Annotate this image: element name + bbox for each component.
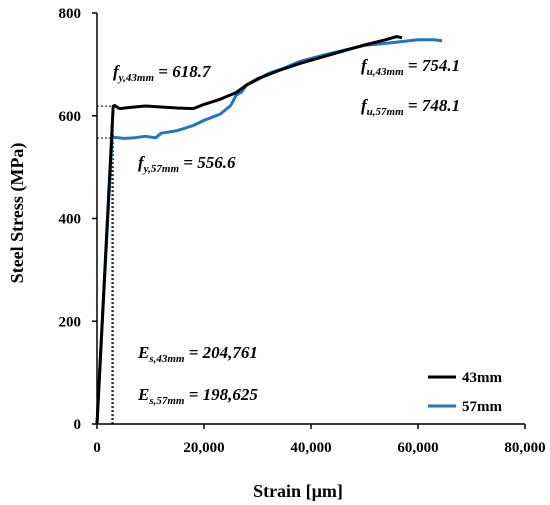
legend: 43mm 57mm	[428, 370, 502, 415]
x-tick-label: 0	[93, 440, 101, 456]
y-tick-label: 400	[59, 212, 82, 228]
series-layer	[95, 35, 443, 425]
legend-label-43mm: 43mm	[462, 370, 502, 386]
y-tick-label: 0	[74, 417, 82, 433]
x-axis-title: Strain [µm]	[253, 481, 343, 501]
x-tick-label: 60,000	[397, 440, 438, 456]
y-tick-label: 600	[59, 109, 82, 125]
annotation-fu-43mm: fu,43mm = 754.1	[361, 56, 460, 78]
annotation-fy-57mm: fy,57mm = 556.6	[138, 153, 236, 175]
ticks: 0 20,000 40,000 60,000 80,000 0 200 400 600 800	[59, 6, 546, 456]
y-tick-label: 800	[59, 6, 82, 22]
annotation-fy-43mm: fy,43mm = 618.7	[113, 62, 212, 84]
legend-label-57mm: 57mm	[462, 399, 502, 415]
y-tick-label: 200	[59, 314, 82, 330]
reference-lines	[97, 105, 114, 424]
x-tick-label: 80,000	[504, 440, 545, 456]
x-tick-label: 40,000	[290, 440, 331, 456]
annotation-fu-57mm: fu,57mm = 748.1	[361, 96, 460, 118]
annotation-es-43mm: Es,43mm = 204,761	[137, 343, 258, 365]
series-line-43mm	[95, 35, 403, 425]
y-axis-title: Steel Stress (MPa)	[7, 143, 28, 284]
series-line-57mm	[95, 38, 443, 425]
annotation-es-57mm: Es,57mm = 198,625	[137, 385, 258, 407]
x-tick-label: 20,000	[183, 440, 224, 456]
